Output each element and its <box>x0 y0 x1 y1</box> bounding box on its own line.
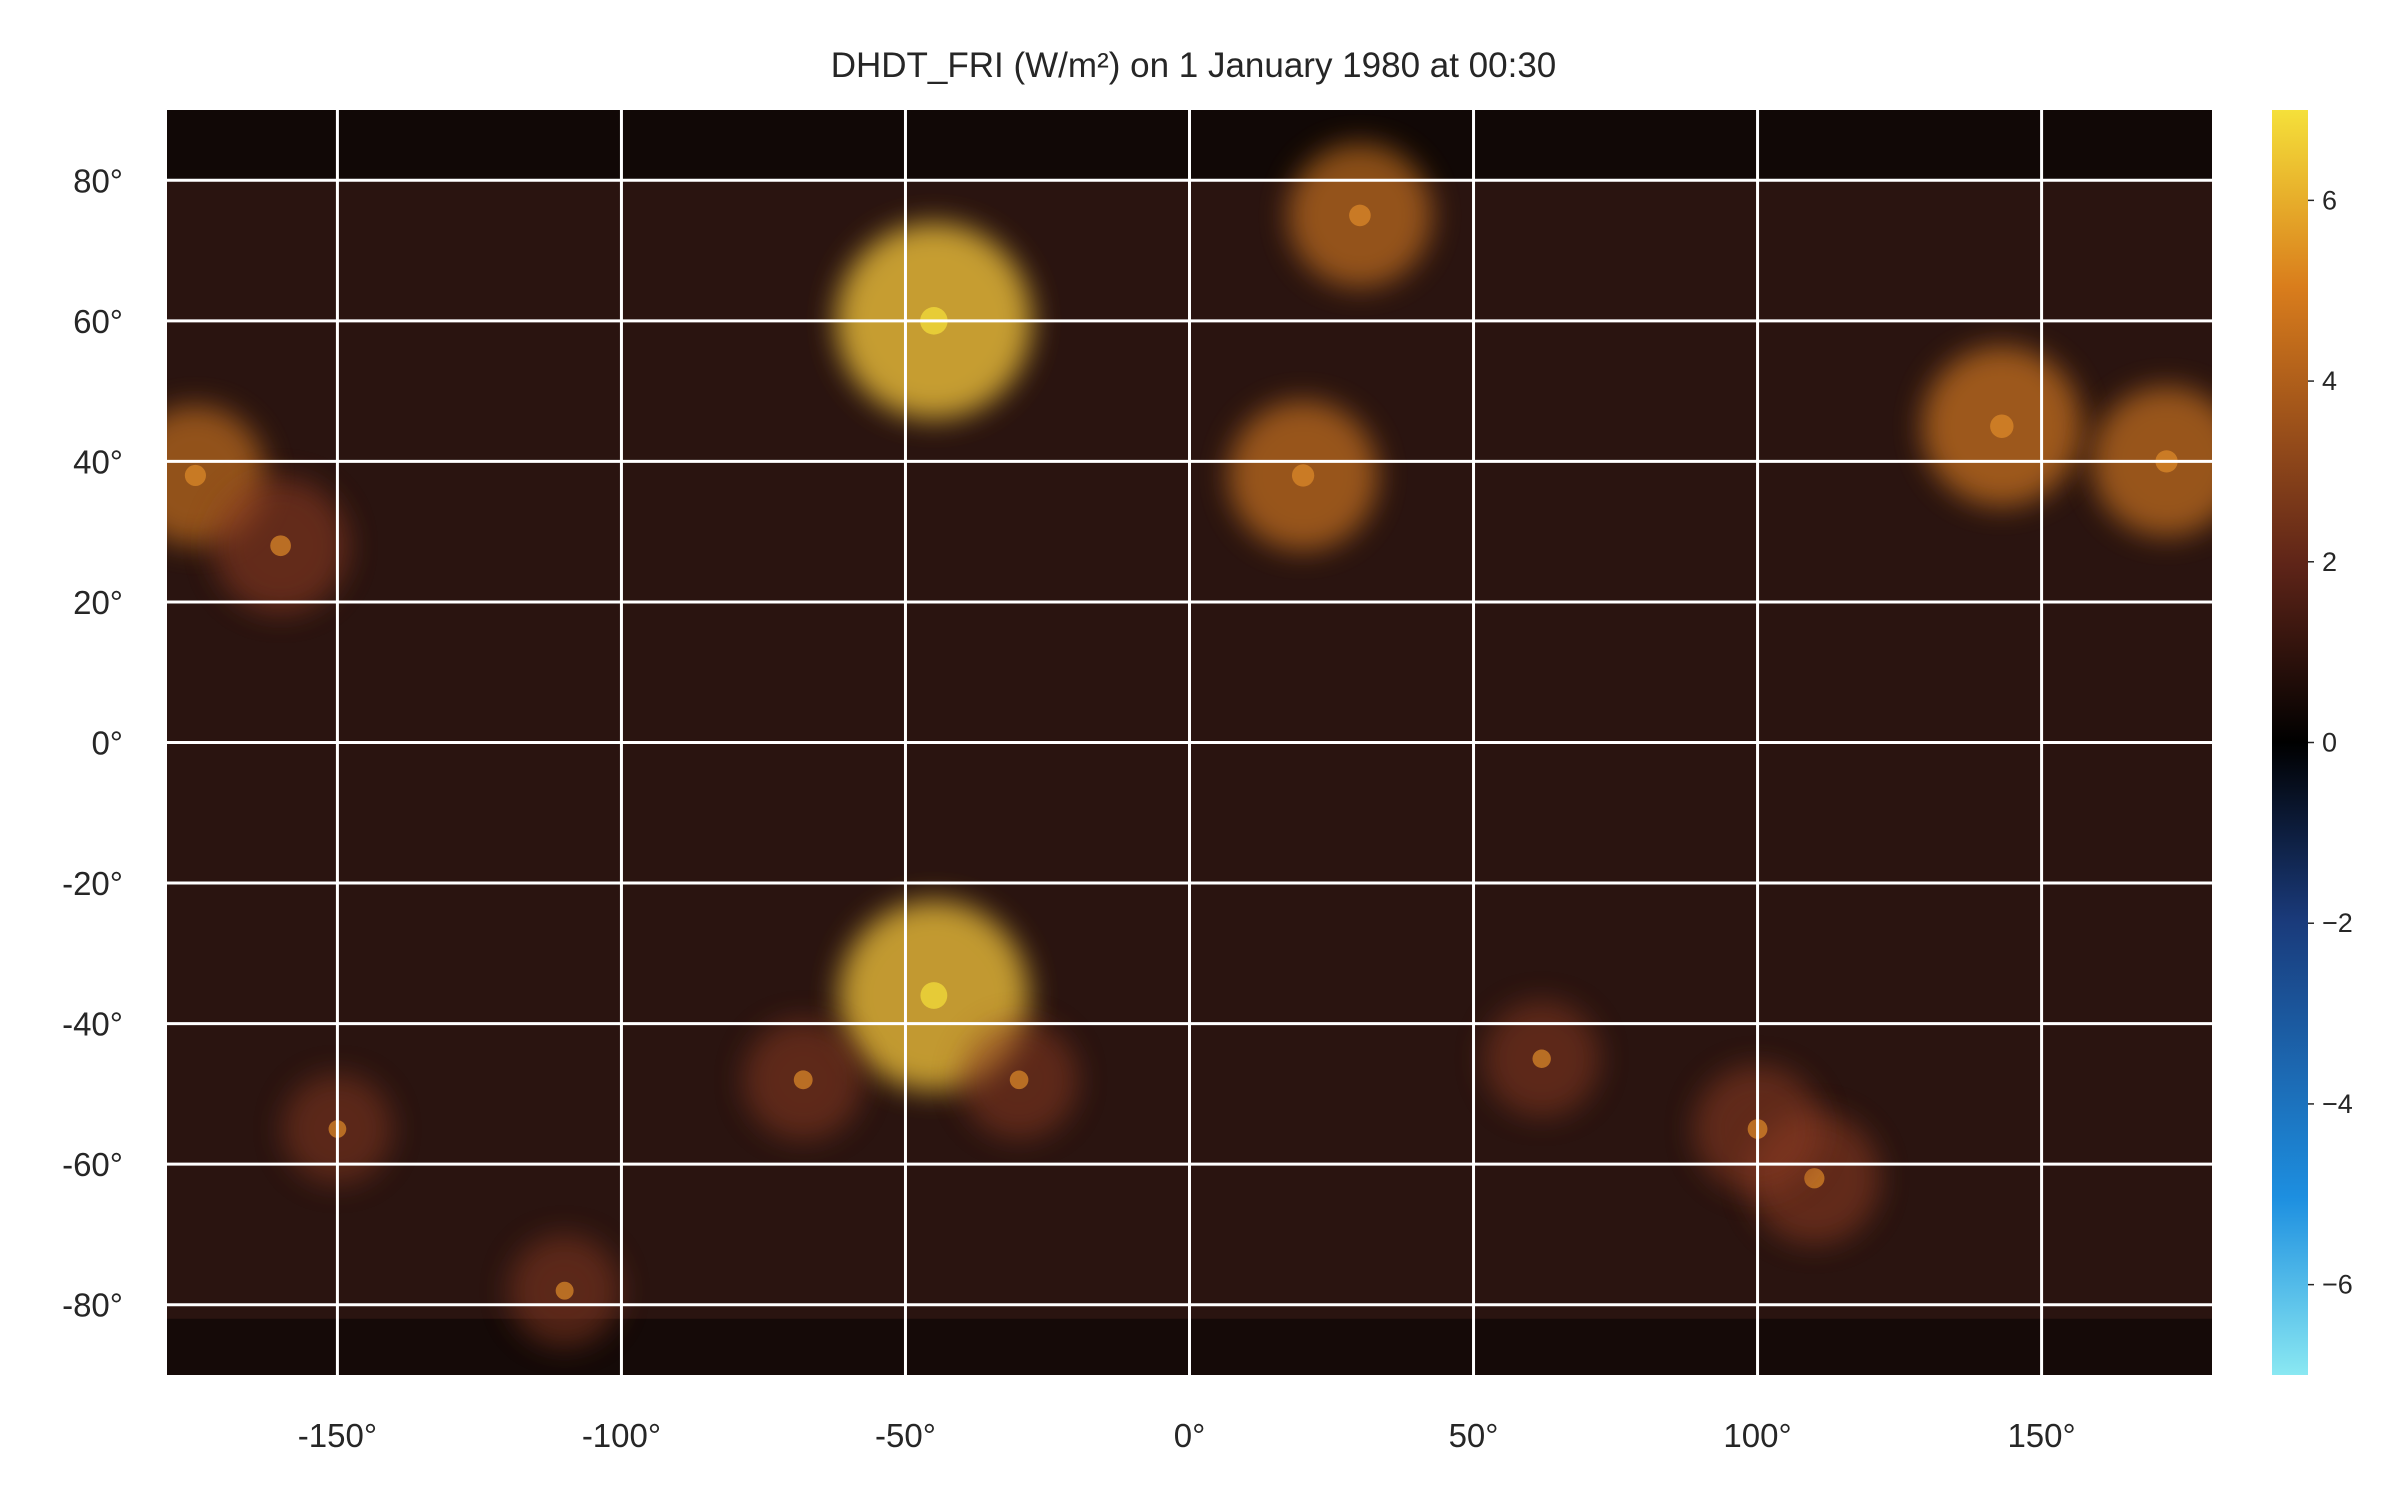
x-tick-label: 150° <box>2007 1417 2075 1454</box>
heatmap-hotspot-core <box>1009 1070 1029 1090</box>
x-tick-label: 50° <box>1449 1417 1499 1454</box>
heatmap-hotspot-core <box>555 1281 574 1300</box>
y-tick-label: 0° <box>91 725 123 762</box>
heatmap-hotspot-core <box>184 464 206 487</box>
x-tick-label: -50° <box>875 1417 936 1454</box>
y-tick-label: 60° <box>73 303 123 340</box>
colorbar: 6 4 2 0 −2 −4 −6 <box>2272 110 2353 1375</box>
x-tick-label: -100° <box>582 1417 661 1454</box>
y-tick-label: 80° <box>73 162 123 199</box>
heatmap-hotspot-core <box>1532 1049 1551 1068</box>
grid-lines <box>167 110 2212 1375</box>
colorbar-tick-label: −2 <box>2322 908 2353 938</box>
heatmap-hotspot-core <box>1349 204 1371 227</box>
y-tick-label: 20° <box>73 584 123 621</box>
y-tick-label: -80° <box>62 1287 123 1324</box>
heatmap-hotspot-core <box>920 982 948 1009</box>
y-tick-label: -60° <box>62 1146 123 1183</box>
y-axis: 80° 60° 40° 20° 0° -20° -40° -60° -80° <box>62 162 123 1323</box>
y-tick-label: -40° <box>62 1006 123 1043</box>
chart-title: DHDT_FRI (W/m²) on 1 January 1980 at 00:… <box>830 46 1557 85</box>
x-tick-label: 100° <box>1723 1417 1791 1454</box>
heatmap-hotspot-core <box>1291 464 1315 487</box>
colorbar-tick-label: 0 <box>2322 728 2337 758</box>
x-axis: -150° -100° -50° 0° 50° 100° 150° <box>298 1417 2076 1454</box>
y-tick-label: -20° <box>62 865 123 902</box>
x-tick-label: -150° <box>298 1417 377 1454</box>
colorbar-tick-label: 2 <box>2322 547 2337 577</box>
x-tick-label: 0° <box>1174 1417 1206 1454</box>
colorbar-tick-label: −4 <box>2322 1089 2353 1119</box>
colorbar-tick-label: −6 <box>2322 1270 2353 1300</box>
heatmap-hotspot-core <box>1804 1168 1825 1189</box>
y-tick-label: 40° <box>73 443 123 480</box>
plot-area <box>167 110 2212 1375</box>
heatmap-hotspot-core <box>1990 414 2014 438</box>
colorbar-tick-label: 4 <box>2322 366 2337 396</box>
heatmap-hotspot-core <box>793 1070 813 1090</box>
heatmap-hotspot-core <box>270 535 291 557</box>
colorbar-gradient <box>2272 110 2308 1375</box>
colorbar-tick-label: 6 <box>2322 185 2337 215</box>
